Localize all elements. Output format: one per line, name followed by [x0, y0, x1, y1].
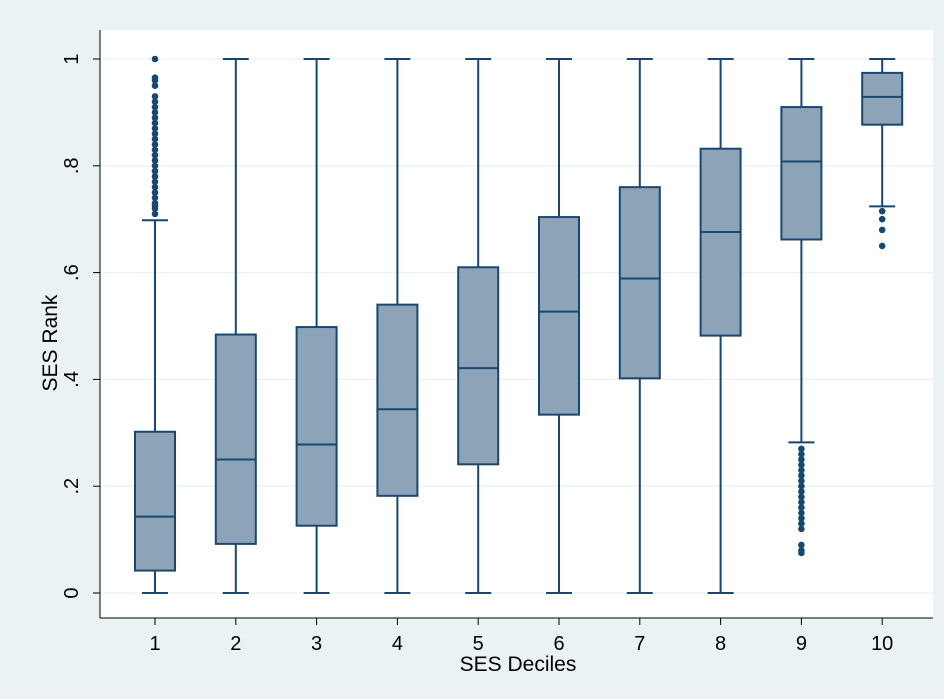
- y-tick-label: .6: [61, 264, 83, 281]
- outlier-point: [798, 493, 805, 501]
- outlier-point: [878, 207, 886, 215]
- outlier-point: [151, 151, 159, 159]
- outlier-point: [151, 109, 159, 116]
- outlier-point: [798, 472, 805, 479]
- outlier-point: [151, 162, 159, 170]
- x-tick-label: 2: [230, 633, 241, 655]
- outlier-point: [798, 482, 805, 490]
- x-tick-label: 1: [149, 633, 160, 655]
- outlier-point: [798, 541, 805, 549]
- outlier-point: [151, 183, 159, 191]
- outlier-point: [151, 55, 159, 63]
- outlier-point: [151, 119, 159, 127]
- x-tick-label: 5: [473, 633, 484, 655]
- outlier-point: [798, 466, 805, 474]
- outlier-point: [151, 125, 159, 132]
- iqr-box: [295, 326, 338, 527]
- x-tick-label: 9: [796, 633, 807, 655]
- outlier-point: [798, 498, 805, 506]
- x-tick-label: 10: [871, 633, 893, 655]
- x-tick-label: 4: [392, 633, 403, 655]
- outlier-point: [151, 141, 159, 148]
- outlier-point: [151, 74, 159, 81]
- outlier-point: [151, 194, 159, 202]
- iqr-box: [457, 266, 500, 466]
- box-decile-5: [457, 58, 500, 594]
- outlier-point: [878, 242, 886, 250]
- y-tick-label: 0: [61, 587, 83, 598]
- outlier-point: [798, 549, 805, 557]
- x-axis: 1 2 3 4 5 6 7 8 9 10: [100, 617, 933, 655]
- outlier-point: [151, 93, 159, 100]
- outlier-point: [151, 178, 159, 186]
- outlier-point: [151, 210, 159, 218]
- x-tick-label: 7: [634, 633, 645, 655]
- x-tick-label: 8: [715, 633, 726, 655]
- outlier-point: [798, 504, 805, 511]
- outlier-point: [798, 520, 805, 527]
- outlier-point: [798, 525, 805, 533]
- y-axis: 0 .2 .4 .6 .8 1: [61, 30, 101, 618]
- y-tick-label: .8: [61, 157, 83, 174]
- outlier-point: [151, 103, 159, 111]
- outlier-point: [798, 445, 805, 453]
- y-axis-label: SES Rank: [39, 294, 62, 391]
- iqr-box: [618, 186, 661, 380]
- iqr-box: [861, 71, 904, 126]
- outlier-point: [798, 488, 805, 495]
- iqr-box: [376, 303, 419, 497]
- outlier-point: [798, 450, 805, 458]
- y-tick-label: .2: [61, 478, 83, 495]
- outlier-point: [798, 477, 805, 485]
- box-decile-1: [134, 55, 176, 594]
- outlier-point: [798, 509, 805, 517]
- outlier-point: [151, 157, 159, 164]
- x-tick-label: 3: [311, 633, 322, 655]
- iqr-box: [214, 333, 257, 545]
- box-decile-3: [295, 58, 338, 594]
- outlier-point: [151, 167, 159, 175]
- outlier-point: [151, 135, 159, 143]
- outlier-point: [878, 226, 886, 234]
- iqr-box: [699, 147, 742, 337]
- y-tick-label: 1: [61, 53, 83, 64]
- outlier-point: [798, 456, 805, 463]
- x-tick-label: 6: [553, 633, 564, 655]
- outlier-point: [151, 114, 159, 122]
- boxes-group: [134, 55, 904, 594]
- box-decile-8: [699, 58, 742, 594]
- box-decile-2: [214, 58, 257, 594]
- iqr-box: [538, 216, 580, 416]
- outlier-point: [151, 130, 159, 138]
- box-decile-6: [538, 58, 580, 594]
- iqr-box: [780, 106, 823, 241]
- y-tick-label: .4: [61, 371, 83, 388]
- box-decile-7: [618, 58, 661, 594]
- outlier-point: [798, 514, 805, 522]
- outlier-point: [151, 82, 159, 89]
- outlier-point: [878, 215, 886, 223]
- box-decile-9: [780, 58, 823, 557]
- outlier-point: [151, 98, 159, 106]
- iqr-box: [134, 430, 176, 572]
- outlier-point: [151, 173, 159, 180]
- outlier-point: [798, 461, 805, 469]
- outlier-point: [151, 189, 159, 196]
- box-decile-10: [861, 58, 904, 250]
- box-decile-4: [376, 58, 419, 594]
- outlier-point: [151, 199, 159, 207]
- outlier-point: [151, 146, 159, 154]
- x-axis-label: SES Deciles: [460, 653, 577, 676]
